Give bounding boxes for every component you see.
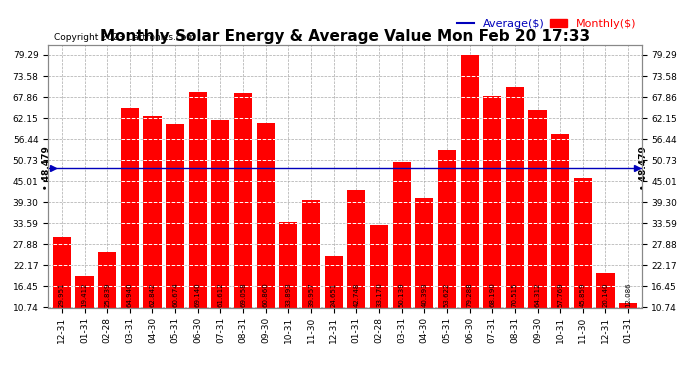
Bar: [393, 162, 411, 308]
Text: 24.651: 24.651: [331, 282, 337, 307]
Text: 33.893: 33.893: [286, 282, 291, 307]
Text: 45.859: 45.859: [580, 282, 586, 307]
Text: 69.058: 69.058: [240, 282, 246, 307]
Text: 60.674: 60.674: [172, 282, 178, 307]
Bar: [574, 178, 592, 308]
Text: • 48.479: • 48.479: [640, 147, 649, 190]
Bar: [347, 190, 366, 308]
Bar: [144, 116, 161, 308]
Title: Monthly Solar Energy & Average Value Mon Feb 20 17:33: Monthly Solar Energy & Average Value Mon…: [100, 29, 590, 44]
Bar: [506, 87, 524, 308]
Text: 39.957: 39.957: [308, 282, 314, 307]
Bar: [121, 108, 139, 308]
Text: 69.140: 69.140: [195, 282, 201, 307]
Text: 20.140: 20.140: [602, 282, 609, 307]
Bar: [529, 110, 546, 308]
Text: 25.839: 25.839: [104, 282, 110, 307]
Text: 29.951: 29.951: [59, 282, 65, 307]
Bar: [596, 273, 615, 308]
Text: 62.842: 62.842: [150, 282, 155, 307]
Bar: [438, 150, 456, 308]
Text: 42.748: 42.748: [353, 282, 359, 307]
Bar: [324, 256, 343, 307]
Text: • 48.479: • 48.479: [41, 147, 50, 190]
Bar: [257, 123, 275, 308]
Text: 79.288: 79.288: [466, 282, 473, 307]
Bar: [302, 200, 320, 308]
Bar: [619, 303, 637, 307]
Text: 40.393: 40.393: [422, 282, 427, 307]
Bar: [460, 55, 479, 308]
Bar: [279, 222, 297, 308]
Text: 12.086: 12.086: [625, 282, 631, 307]
Bar: [483, 96, 501, 308]
Text: 57.769: 57.769: [557, 282, 563, 307]
Text: 33.170: 33.170: [376, 282, 382, 307]
Bar: [551, 134, 569, 308]
Bar: [75, 276, 94, 308]
Bar: [370, 225, 388, 308]
Text: 70.515: 70.515: [512, 282, 518, 307]
Bar: [98, 252, 116, 308]
Text: 64.940: 64.940: [127, 282, 133, 307]
Bar: [234, 93, 252, 308]
Bar: [166, 123, 184, 308]
Text: 53.622: 53.622: [444, 282, 450, 307]
Text: 68.190: 68.190: [489, 282, 495, 307]
Text: 19.412: 19.412: [81, 282, 88, 307]
Legend: Average($), Monthly($): Average($), Monthly($): [457, 19, 636, 29]
Bar: [189, 92, 207, 308]
Text: Copyright 2023 Cartronics.com: Copyright 2023 Cartronics.com: [55, 33, 195, 42]
Bar: [415, 198, 433, 308]
Bar: [53, 237, 71, 308]
Text: 50.139: 50.139: [399, 282, 404, 307]
Bar: [211, 120, 230, 308]
Text: 60.860: 60.860: [263, 282, 268, 307]
Text: 61.612: 61.612: [217, 282, 224, 307]
Text: 64.312: 64.312: [535, 282, 540, 307]
